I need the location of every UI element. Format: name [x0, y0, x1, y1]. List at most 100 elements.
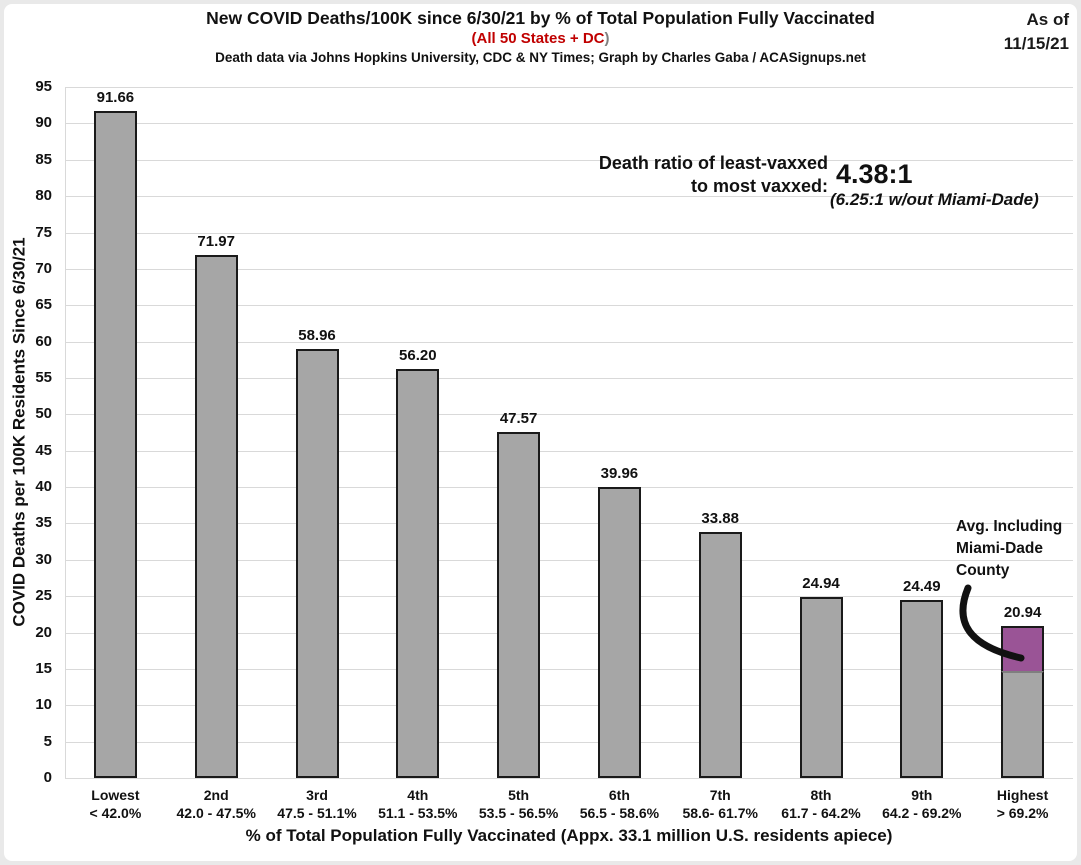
x-tick-range: > 69.2% [996, 805, 1049, 821]
gridline [65, 778, 1073, 779]
y-tick-label: 15 [35, 659, 52, 677]
gridline [65, 632, 1073, 634]
gridline [65, 123, 1073, 125]
bar-value-label: 58.96 [298, 327, 336, 345]
gridline [65, 196, 1073, 198]
bar-base-segment [1001, 671, 1045, 778]
credit-line: Death data via Johns Hopkins University,… [215, 50, 866, 65]
bar-value-label: 39.96 [600, 465, 639, 483]
miami-dade-annotation: Avg. Including Miami-Dade County [956, 516, 1062, 582]
bar-value-label: 20.94 [1003, 603, 1042, 621]
y-tick-label: 55 [35, 368, 52, 386]
x-tick-rank: 7th [709, 787, 731, 803]
x-tick-rank: Highest [996, 787, 1049, 803]
bar-value-label: 56.20 [399, 347, 437, 365]
x-tick-label: 6th 56.5 - 58.6% [569, 786, 670, 822]
x-tick-label: 2nd 42.0 - 47.5% [166, 786, 267, 822]
y-tick-label: 20 [35, 623, 52, 641]
x-tick-rank: 9th [911, 787, 933, 803]
gridline [65, 523, 1073, 525]
bar-value-label: 24.49 [903, 577, 941, 595]
y-axis-line [65, 87, 66, 778]
gridline [65, 705, 1073, 707]
x-tick-label: Lowest < 42.0% [65, 786, 166, 822]
y-tick-label: 75 [35, 223, 52, 241]
gridline [65, 559, 1073, 561]
x-tick-label: 7th 58.6- 61.7% [670, 786, 771, 822]
ratio-annotation-line1: Death ratio of least-vaxxed [598, 153, 828, 173]
x-tick-label: 5th 53.5 - 56.5% [468, 786, 569, 822]
gridline [65, 741, 1073, 743]
x-tick-rank: 4th [407, 787, 429, 803]
bar-value-label: 33.88 [701, 509, 739, 527]
x-tick-rank: 6th [608, 787, 630, 803]
chart-subtitle-text: (All 50 States + DC [471, 30, 605, 47]
x-tick-label: Highest > 69.2% [972, 786, 1073, 822]
y-tick-label: 40 [35, 478, 52, 496]
y-tick-label: 70 [35, 259, 52, 277]
gridline [65, 232, 1073, 234]
bar [799, 596, 843, 778]
gridline [65, 87, 1073, 88]
y-tick-label: 45 [35, 441, 52, 459]
gridline [65, 377, 1073, 379]
x-tick-label: 8th 61.7 - 64.2% [771, 786, 872, 822]
gridline [65, 596, 1073, 598]
x-tick-range: 53.5 - 56.5% [478, 805, 559, 821]
y-tick-label: 30 [35, 550, 52, 568]
bar [497, 432, 541, 778]
gridline [65, 414, 1073, 416]
bar [194, 254, 238, 778]
y-tick-label: 80 [35, 187, 52, 205]
x-tick-label: 4th 51.1 - 53.5% [367, 786, 468, 822]
ratio-annotation-label: Death ratio of least-vaxxed to most vaxx… [528, 152, 828, 198]
bar-value-label: 91.66 [96, 89, 135, 107]
chart-title: New COVID Deaths/100K since 6/30/21 by %… [206, 8, 875, 28]
x-tick-label: 3rd 47.5 - 51.1% [267, 786, 368, 822]
bar [900, 599, 944, 778]
ratio-note: (6.25:1 w/out Miami-Dade) [830, 190, 1039, 209]
bar-value-label: 47.57 [499, 410, 538, 427]
bar [396, 369, 440, 778]
chart-card [4, 4, 1077, 861]
bar [295, 349, 339, 778]
y-tick-label: 0 [43, 769, 52, 786]
ratio-value: 4.38:1 [836, 159, 913, 189]
x-tick-rank: Lowest [91, 787, 140, 803]
x-tick-range: 61.7 - 64.2% [781, 805, 861, 821]
gridline [65, 668, 1073, 670]
x-tick-rank: 5th [508, 787, 530, 803]
gridline [65, 487, 1073, 489]
x-tick-range: 64.2 - 69.2% [882, 805, 962, 821]
bar [698, 531, 742, 778]
x-tick-range: < 42.0% [89, 805, 142, 821]
x-axis-title: % of Total Population Fully Vaccinated (… [245, 826, 893, 845]
bar-segment-miami-dade [1001, 625, 1045, 672]
y-tick-label: 25 [35, 587, 52, 605]
gridline [65, 305, 1073, 307]
x-tick-rank: 2nd [203, 787, 229, 803]
as-of-label: As of [1026, 10, 1070, 29]
x-tick-rank: 8th [810, 787, 832, 803]
miami-dade-line3: County [956, 562, 1010, 579]
as-of-value: 11/15/21 [1003, 34, 1069, 53]
bar-value-label: 24.94 [802, 574, 840, 592]
plot-area: 91.66 71.97 58.96 56.20 47.57 39.96 33.88 24.94… [65, 87, 1073, 779]
chart-subtitle-paren: ) [604, 30, 610, 47]
y-tick-label: 95 [35, 78, 52, 95]
bar [93, 111, 137, 778]
y-tick-label: 65 [35, 296, 52, 314]
miami-dade-line2: Miami-Dade [956, 540, 1043, 557]
bar [597, 487, 641, 778]
miami-dade-line1: Avg. Including [956, 518, 1063, 535]
gridline [65, 341, 1073, 343]
x-tick-range: 56.5 - 58.6% [579, 805, 660, 821]
y-tick-label: 60 [35, 332, 52, 350]
y-tick-label: 50 [35, 405, 52, 423]
y-tick-label: 10 [35, 696, 52, 714]
x-tick-label: 9th 64.2 - 69.2% [871, 786, 972, 822]
chart-subtitle: (All 50 States + DC) [0, 30, 1081, 47]
as-of-date: As of 11/15/21 [1004, 8, 1069, 56]
x-tick-range: 58.6- 61.7% [682, 805, 758, 821]
